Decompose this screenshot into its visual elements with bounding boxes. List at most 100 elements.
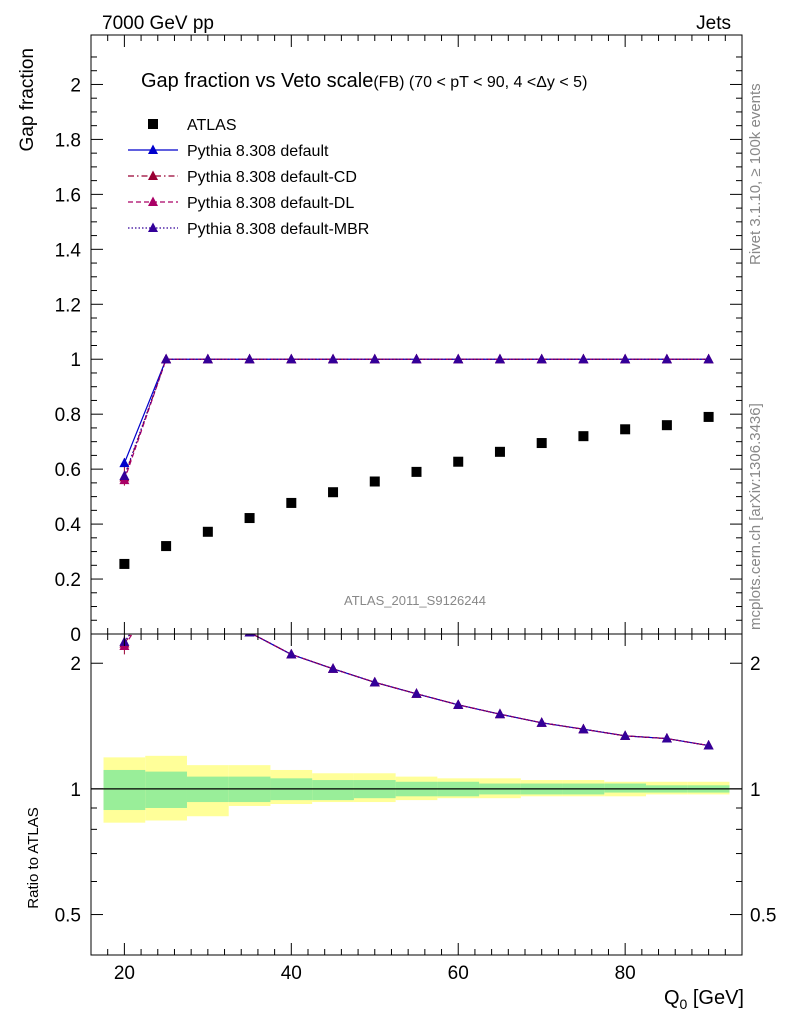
series-point: [286, 353, 297, 364]
legend-label: Pythia 8.308 default-DL: [187, 195, 354, 212]
series-point: [453, 353, 464, 364]
ratio-point: [578, 723, 589, 734]
ratio-point: [411, 688, 422, 698]
ratio-point: [661, 733, 672, 743]
ratio-point: [203, 604, 213, 614]
series-point: [161, 353, 172, 364]
y-tick-label: 1.6: [55, 185, 81, 206]
ratio-point: [161, 577, 171, 587]
atlas-point: [536, 438, 547, 449]
ratio-y-tick-label-right: 1: [750, 780, 761, 801]
atlas-point: [161, 541, 172, 552]
series-point: [661, 353, 672, 364]
series-line-1: [123, 358, 709, 464]
x-tick-label: 40: [281, 963, 302, 984]
y-tick-label: 0.6: [55, 460, 81, 481]
ratio-point: [203, 604, 213, 614]
series-line-4: [123, 358, 709, 477]
ratio-point: [286, 648, 297, 659]
series-point: [369, 353, 380, 364]
series-point: [620, 353, 631, 364]
series-point: [536, 353, 547, 364]
legend-label: ATLAS: [187, 117, 237, 134]
y-tick-label: 0: [70, 625, 81, 646]
ratio-plot-area: [91, 577, 742, 790]
x-tick-label: 60: [448, 963, 469, 984]
ratio-point: [453, 699, 464, 709]
ratio-point: [494, 708, 505, 719]
legend-label: Pythia 8.308 default-CD: [187, 169, 357, 186]
series-point: [328, 353, 339, 364]
header-right-label: Jets: [696, 13, 731, 34]
series-line-2: [123, 358, 709, 478]
ratio-plot-frame: [90, 633, 743, 956]
ratio-point: [161, 577, 171, 587]
y-tick-label: 0.2: [55, 570, 81, 591]
band-inner-bin: [145, 771, 187, 808]
series-point: [494, 353, 505, 364]
y-tick-label: 0.8: [55, 405, 81, 426]
legend-label: Pythia 8.308 default: [187, 143, 329, 160]
legend-marker: [148, 144, 158, 154]
x-tick-label: 20: [114, 963, 135, 984]
mcplots-reference-label: mcplots.cern.ch [arXiv:1306.3436]: [747, 403, 764, 630]
axis-ticks: 0 0.2 0.4 0.6 0.8 1 1.2 1.4 1.6 1.8 2 20 40 60 80 0.5 0.…: [55, 35, 776, 984]
atlas-point: [453, 456, 464, 467]
atlas-point: [703, 411, 714, 422]
legend-marker: [148, 222, 158, 232]
atlas-point: [620, 424, 631, 435]
atlas-point: [202, 526, 213, 537]
series-point: [578, 353, 589, 364]
ratio-y-tick-label: 2: [70, 654, 81, 675]
atlas-point: [244, 513, 255, 524]
main-plot-area: [119, 353, 714, 569]
x-tick-label: 80: [615, 963, 636, 984]
ratio-point: [161, 577, 171, 587]
ratio-point: [244, 634, 255, 637]
rivet-version-label: Rivet 3.1.10, ≥ 100k events: [747, 83, 764, 265]
legend-marker: [148, 170, 158, 180]
series-point: [703, 353, 714, 364]
x-axis-label: Q0 [GeV]: [664, 987, 744, 1012]
ratio-point: [203, 604, 213, 614]
ratio-point: [703, 740, 714, 750]
main-plot-title: Gap fraction vs Veto scale(FB) (70 < pT …: [141, 70, 587, 92]
y-tick-label: 2: [70, 75, 81, 96]
atlas-point: [119, 558, 130, 569]
band-inner-bin: [103, 769, 146, 811]
legend-label: Pythia 8.308 default-MBR: [187, 221, 369, 238]
ratio-point: [203, 604, 213, 614]
series-point: [119, 457, 130, 468]
y-tick-label: 0.4: [55, 515, 82, 536]
series-point: [119, 470, 130, 481]
series-point: [244, 353, 255, 364]
ratio-y-tick-label-right: 2: [750, 654, 761, 675]
atlas-point: [328, 487, 339, 498]
legend-marker: [148, 196, 158, 206]
atlas-point: [286, 497, 297, 508]
atlas-point: [661, 420, 672, 431]
ratio-point: [369, 676, 380, 687]
ratio-line-4: [123, 634, 709, 747]
ratio-y-axis-label: Ratio to ATLAS: [25, 807, 42, 908]
series-point: [202, 353, 213, 364]
atlas-point: [411, 466, 422, 477]
y-tick-label: 1: [70, 350, 81, 371]
ratio-y-tick-label: 0.5: [55, 906, 81, 927]
atlas-point: [369, 476, 380, 487]
y-tick-label: 1.8: [55, 130, 81, 151]
ratio-point: [536, 717, 547, 727]
band-inner-bin: [312, 780, 354, 801]
ratio-point: [161, 577, 171, 587]
ratio-point: [328, 663, 339, 673]
y-tick-label: 1.2: [55, 295, 81, 316]
band-inner-bin: [604, 783, 647, 793]
atlas-point: [494, 446, 505, 457]
legend-marker-atlas: [148, 119, 158, 129]
y-tick-label: 1.4: [55, 240, 82, 261]
ratio-y-tick-label-right: 0.5: [750, 906, 776, 927]
ratio-y-tick-label: 1: [70, 780, 81, 801]
analysis-watermark: ATLAS_2011_S9126244: [344, 593, 486, 608]
atlas-point: [578, 431, 589, 442]
